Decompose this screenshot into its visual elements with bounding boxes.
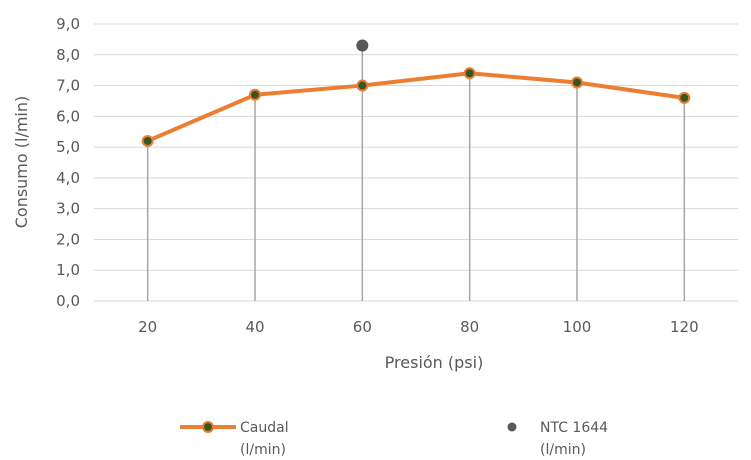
x-tick-label: 20 bbox=[138, 318, 157, 336]
y-tick-label: 4,0 bbox=[56, 169, 80, 187]
data-point-caudal bbox=[463, 67, 476, 80]
legend-ntc1644-label-line2: (l/min) bbox=[540, 442, 586, 458]
gridlines bbox=[94, 23, 738, 302]
data-point-caudal bbox=[571, 76, 583, 89]
y-tick-label: 7,0 bbox=[56, 77, 80, 95]
data-point-caudal bbox=[249, 88, 261, 101]
y-tick-label: 0,0 bbox=[56, 292, 80, 310]
data-point-caudal bbox=[678, 91, 691, 104]
x-tick-labels: 20 40 60 80 100 120 bbox=[138, 318, 699, 336]
y-tick-label: 3,0 bbox=[56, 200, 80, 218]
data-point-caudal bbox=[141, 134, 154, 147]
data-point-ntc1644 bbox=[356, 39, 369, 52]
legend-item-caudal: Caudal (l/min) bbox=[180, 420, 289, 458]
series-line-caudal bbox=[145, 71, 687, 143]
y-tick-label: 6,0 bbox=[56, 107, 80, 125]
y-tick-label: 5,0 bbox=[56, 138, 80, 156]
legend-caudal-marker bbox=[202, 421, 214, 433]
x-tick-label: 60 bbox=[353, 318, 372, 336]
drop-lines bbox=[146, 45, 686, 301]
x-axis-title: Presión (psi) bbox=[385, 353, 484, 372]
x-tick-label: 80 bbox=[460, 318, 479, 336]
x-tick-label: 40 bbox=[245, 318, 264, 336]
y-tick-labels: 0,0 1,0 2,0 3,0 4,0 5,0 6,0 7,0 8,0 9,0 bbox=[56, 15, 80, 310]
y-tick-label: 2,0 bbox=[56, 230, 80, 248]
x-tick-label: 100 bbox=[563, 318, 592, 336]
y-tick-label: 8,0 bbox=[56, 46, 80, 64]
y-axis-title: Consumo (l/min) bbox=[12, 96, 31, 229]
y-tick-label: 9,0 bbox=[56, 15, 80, 33]
legend-ntc1644-marker bbox=[507, 422, 517, 432]
series-layer bbox=[141, 39, 691, 147]
legend-item-ntc1644: NTC 1644 (l/min) bbox=[507, 420, 608, 458]
legend-caudal-label-line2: (l/min) bbox=[240, 442, 286, 458]
y-tick-label: 1,0 bbox=[56, 261, 80, 279]
legend-ntc1644-label-line1: NTC 1644 bbox=[540, 420, 608, 436]
legend: Caudal (l/min) NTC 1644 (l/min) bbox=[180, 420, 608, 458]
x-tick-label: 120 bbox=[670, 318, 699, 336]
data-point-caudal bbox=[356, 79, 369, 92]
legend-caudal-label-line1: Caudal bbox=[240, 420, 289, 436]
